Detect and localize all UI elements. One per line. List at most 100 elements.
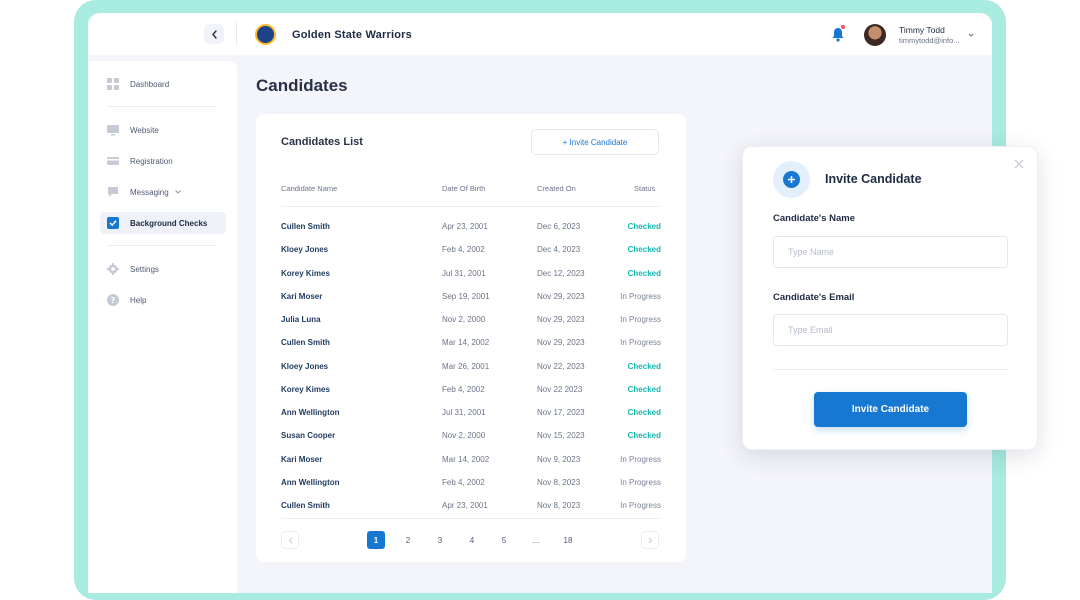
- candidate-name-cell[interactable]: Cullen Smith: [281, 338, 330, 348]
- sidebar-item-help[interactable]: ? Help: [100, 289, 226, 311]
- table-row[interactable]: Korey Kimes Jul 31, 2001 Dec 12, 2023 Check…: [281, 264, 661, 287]
- status-cell: Checked: [627, 408, 661, 417]
- sidebar-item-label: Help: [130, 295, 147, 305]
- status-cell: Checked: [627, 245, 661, 255]
- table-row[interactable]: Cullen Smith Apr 23, 2001 Nov 8, 2023 In Pr…: [281, 496, 661, 519]
- table-row[interactable]: Ann Wellington Jul 31, 2001 Nov 17, 2023 Ch…: [281, 403, 661, 426]
- chevron-left-icon: [211, 29, 217, 39]
- chat-icon: [107, 186, 119, 198]
- created-on-cell: Dec 4, 2023: [537, 245, 581, 255]
- table-row[interactable]: Kloey Jones Feb 4, 2002 Dec 4, 2023 Checked: [281, 240, 661, 263]
- candidate-name-cell[interactable]: Cullen Smith: [281, 222, 330, 231]
- status-cell: Checked: [627, 268, 661, 278]
- page-ellipsis: ...: [532, 535, 540, 545]
- table-row[interactable]: Kloey Jones Mar 26, 2001 Nov 22, 2023 Check…: [281, 357, 661, 380]
- page-button[interactable]: 5: [501, 535, 507, 545]
- page-title: Candidates: [256, 76, 348, 95]
- created-on-cell: Nov 22, 2023: [537, 361, 585, 371]
- dob-cell: Apr 23, 2001: [442, 501, 488, 510]
- grid-icon: [107, 78, 119, 90]
- created-on-cell: Nov 8, 2023: [537, 477, 581, 487]
- sidebar-item-website[interactable]: Website: [100, 119, 226, 141]
- dob-cell: Nov 2, 2000: [442, 315, 486, 324]
- table-row[interactable]: Korey Kimes Feb 4, 2002 Nov 22 2023 Checked: [281, 380, 661, 403]
- status-cell: In Progress: [620, 315, 661, 324]
- status-cell: Checked: [627, 222, 661, 231]
- list-title: Candidates List: [281, 136, 363, 148]
- monitor-icon: [107, 124, 119, 136]
- close-icon[interactable]: [1014, 159, 1024, 169]
- status-cell: In Progress: [620, 501, 661, 510]
- team-name: Golden State Warriors: [292, 29, 412, 41]
- svg-text:?: ?: [111, 296, 116, 305]
- created-on-cell: Nov 9, 2023: [537, 454, 581, 464]
- candidate-name-cell[interactable]: Ann Wellington: [281, 477, 340, 487]
- sidebar-item-registration[interactable]: Registration: [100, 150, 226, 172]
- created-on-cell: Nov 17, 2023: [537, 408, 585, 417]
- email-input[interactable]: [773, 314, 1008, 346]
- column-header-name[interactable]: Candidate Name: [281, 184, 338, 193]
- dob-cell: Jul 31, 2001: [442, 408, 486, 417]
- header-divider: [281, 206, 661, 207]
- column-header-created[interactable]: Created On: [537, 184, 576, 193]
- prev-page-button[interactable]: [281, 531, 299, 549]
- page-button[interactable]: 1: [367, 531, 385, 549]
- page-button[interactable]: 4: [469, 535, 475, 545]
- created-on-cell: Dec 12, 2023: [537, 268, 585, 278]
- column-header-dob[interactable]: Date Of Birth: [442, 184, 486, 193]
- candidate-name-cell[interactable]: Kari Moser: [281, 454, 323, 464]
- sidebar-divider: [107, 106, 217, 107]
- table-row[interactable]: Susan Cooper Nov 2, 2000 Nov 15, 2023 Check…: [281, 426, 661, 449]
- invite-candidate-button[interactable]: + Invite Candidate: [531, 129, 659, 155]
- name-input[interactable]: [773, 236, 1008, 268]
- sidebar-item-label: Messaging: [130, 187, 169, 197]
- candidate-name-cell[interactable]: Kari Moser: [281, 291, 323, 301]
- candidate-name-cell[interactable]: Cullen Smith: [281, 501, 330, 510]
- topbar-divider: [236, 22, 237, 46]
- column-header-status[interactable]: Status: [634, 184, 656, 193]
- created-on-cell: Nov 22 2023: [537, 384, 583, 394]
- checkbox-icon: [107, 217, 119, 229]
- dob-cell: Jul 31, 2001: [442, 268, 486, 278]
- next-page-button[interactable]: [641, 531, 659, 549]
- sidebar-item-label: Registration: [130, 156, 173, 166]
- created-on-cell: Dec 6, 2023: [537, 222, 581, 231]
- top-bar: Golden State Warriors Timmy Todd timmyto…: [88, 13, 992, 55]
- candidate-name-cell[interactable]: Ann Wellington: [281, 408, 340, 417]
- dob-cell: Mar 26, 2001: [442, 361, 490, 371]
- chevron-down-icon[interactable]: [968, 32, 974, 38]
- candidate-name-cell[interactable]: Julia Luna: [281, 315, 321, 324]
- sidebar-item-label: Background Checks: [130, 218, 208, 228]
- sidebar-item-dashboard[interactable]: Dashboard: [100, 73, 226, 95]
- created-on-cell: Nov 15, 2023: [537, 431, 585, 441]
- dob-cell: Feb 4, 2002: [442, 245, 485, 255]
- dob-cell: Feb 4, 2002: [442, 477, 485, 487]
- page-button[interactable]: 3: [437, 535, 443, 545]
- table-row[interactable]: Julia Luna Nov 2, 2000 Nov 29, 2023 In Prog…: [281, 310, 661, 333]
- sidebar-item-background-checks[interactable]: Background Checks: [100, 212, 226, 234]
- sidebar-item-messaging[interactable]: Messaging: [100, 181, 226, 203]
- chevron-right-icon: [648, 537, 652, 543]
- collapse-sidebar-button[interactable]: [204, 24, 224, 44]
- candidate-name-cell[interactable]: Kloey Jones: [281, 245, 329, 255]
- candidate-name-cell[interactable]: Korey Kimes: [281, 384, 330, 394]
- candidate-name-cell[interactable]: Kloey Jones: [281, 361, 329, 371]
- sidebar-divider: [107, 245, 217, 246]
- table-row[interactable]: Cullen Smith Apr 23, 2001 Dec 6, 2023 Check…: [281, 217, 661, 240]
- table-row[interactable]: Kari Moser Mar 14, 2002 Nov 9, 2023 In Prog…: [281, 450, 661, 473]
- bell-icon[interactable]: [831, 26, 845, 42]
- modal-icon: [773, 161, 810, 198]
- page-button[interactable]: 18: [563, 535, 573, 545]
- page-button[interactable]: 2: [405, 535, 411, 545]
- dob-cell: Mar 14, 2002: [442, 454, 490, 464]
- avatar[interactable]: [864, 24, 886, 46]
- created-on-cell: Nov 8, 2023: [537, 501, 581, 510]
- candidate-name-cell[interactable]: Susan Cooper: [281, 431, 336, 441]
- table-row[interactable]: Ann Wellington Feb 4, 2002 Nov 8, 2023 In P…: [281, 473, 661, 496]
- invite-candidate-submit-button[interactable]: Invite Candidate: [814, 392, 967, 427]
- table-row[interactable]: Cullen Smith Mar 14, 2002 Nov 29, 2023 In P…: [281, 333, 661, 356]
- sidebar: Dashboard Website Registration Messaging: [88, 61, 237, 593]
- table-row[interactable]: Kari Moser Sep 19, 2001 Nov 29, 2023 In Pro…: [281, 287, 661, 310]
- candidate-name-cell[interactable]: Korey Kimes: [281, 268, 330, 278]
- sidebar-item-settings[interactable]: Settings: [100, 258, 226, 280]
